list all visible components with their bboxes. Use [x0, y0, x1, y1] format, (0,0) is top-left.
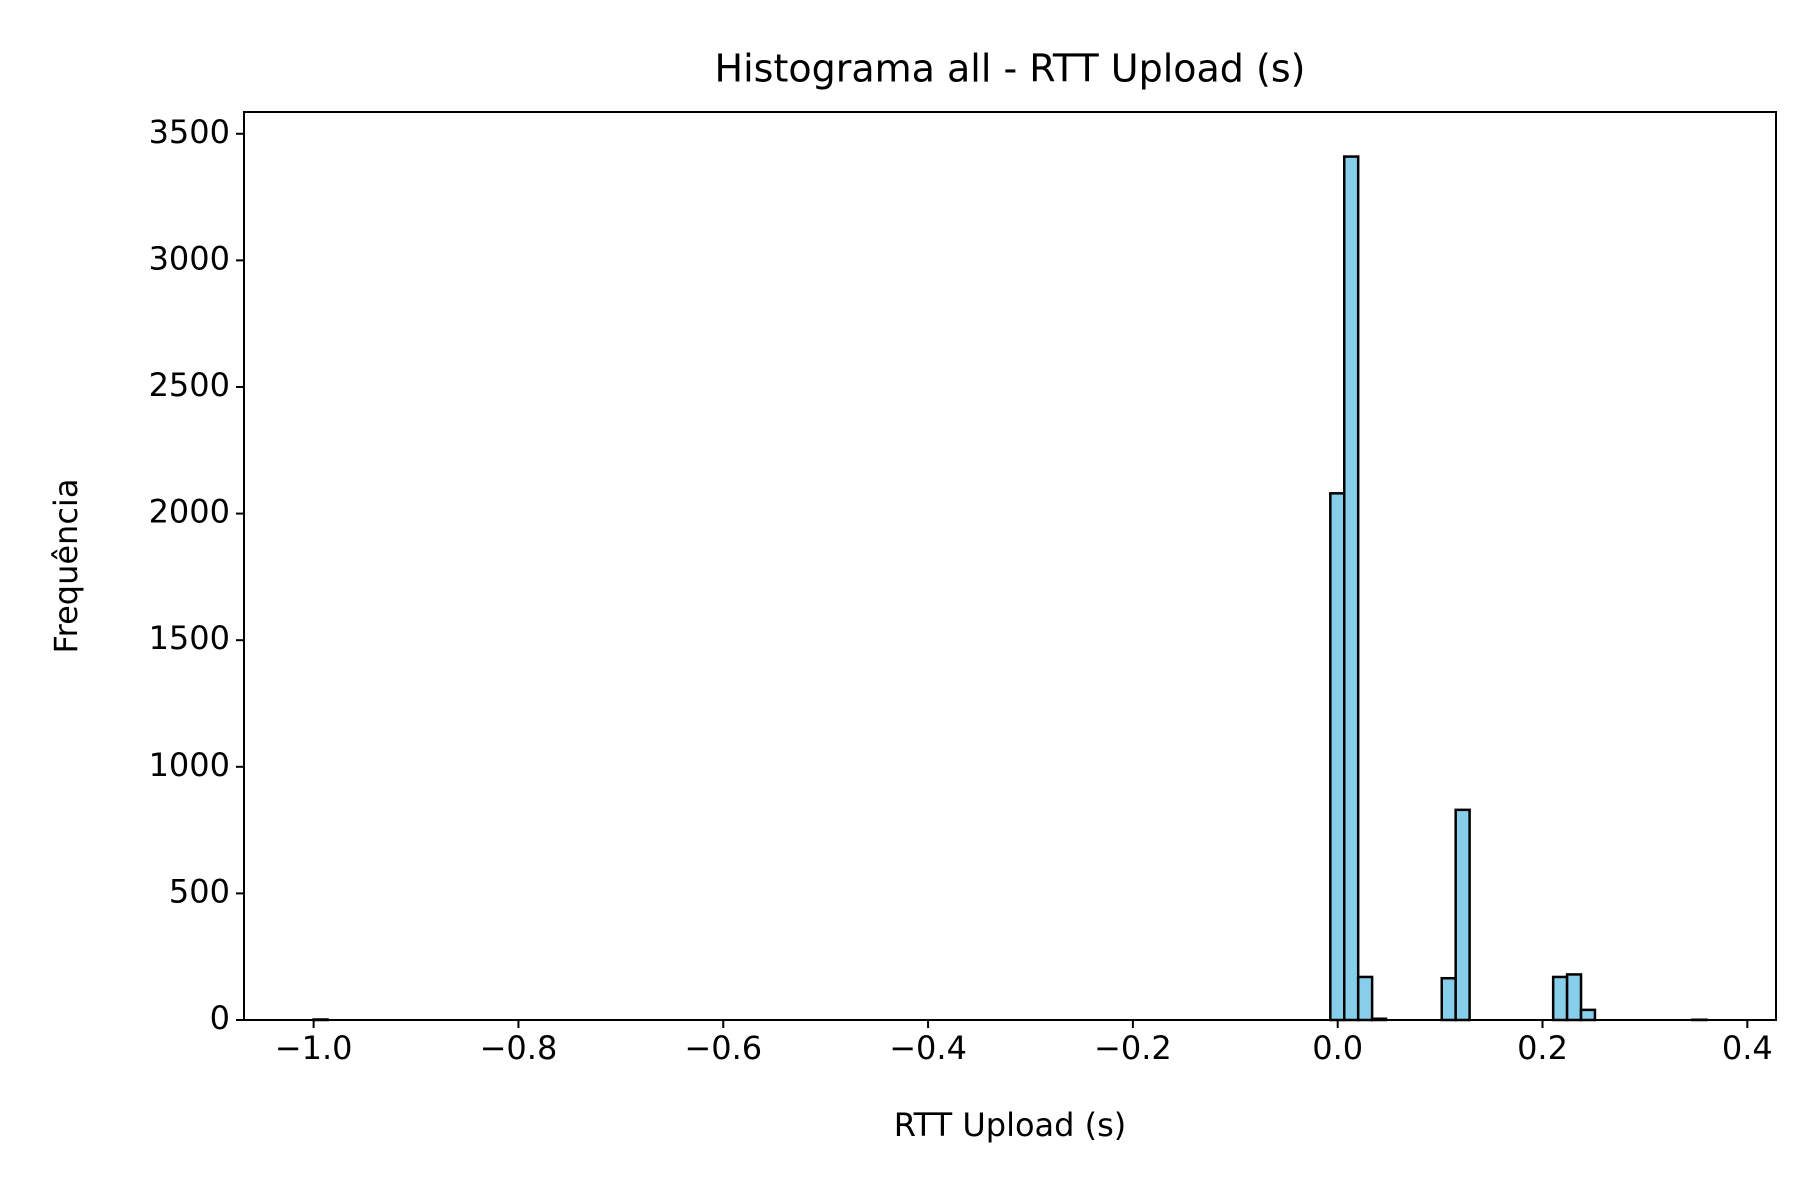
y-tick-label: 2000: [149, 493, 230, 531]
x-tick-label: 0.0: [1312, 1029, 1363, 1067]
bar: [1579, 1008, 1597, 1022]
x-tick-label: −0.2: [1094, 1029, 1172, 1067]
x-tick-label: −0.4: [889, 1029, 967, 1067]
y-tick-label: 0: [210, 999, 230, 1037]
plot-frame: [243, 111, 1777, 1021]
y-tick-label: 3000: [149, 239, 230, 277]
x-tick-label: 0.4: [1722, 1029, 1773, 1067]
y-tick-label: 1000: [149, 746, 230, 784]
bar: [1565, 973, 1583, 1022]
bar: [1329, 492, 1346, 1022]
y-tick-label: 3500: [149, 113, 230, 151]
y-tick-label: 2500: [149, 366, 230, 404]
bar: [1551, 975, 1569, 1022]
x-axis-label: RTT Upload (s): [894, 1106, 1127, 1144]
y-axis-label: Frequência: [47, 479, 85, 654]
x-tick-label: −0.6: [684, 1029, 762, 1067]
bar: [1440, 976, 1457, 1022]
bar: [1343, 155, 1360, 1022]
x-tick-label: −1.0: [275, 1029, 353, 1067]
bar: [1454, 808, 1471, 1022]
y-tick-label: 500: [169, 872, 230, 910]
x-tick-label: 0.2: [1517, 1029, 1568, 1067]
chart-title: Histograma all - RTT Upload (s): [715, 47, 1306, 91]
x-tick-label: −0.8: [480, 1029, 558, 1067]
y-tick-label: 1500: [149, 619, 230, 657]
bar: [1356, 975, 1374, 1022]
